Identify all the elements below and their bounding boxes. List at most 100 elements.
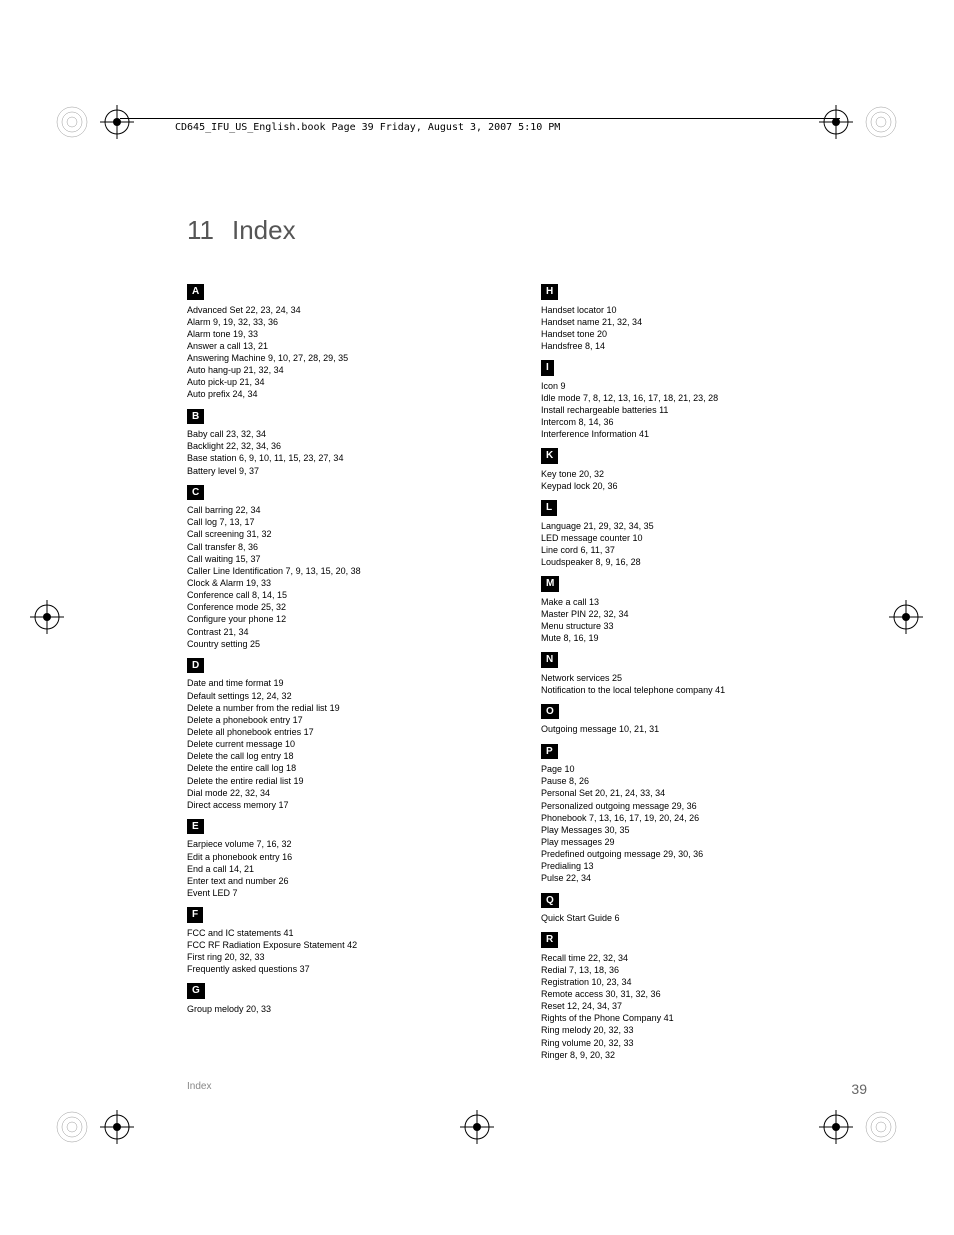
index-letter-r: R bbox=[541, 932, 558, 948]
index-entry: Play messages 29 bbox=[541, 836, 867, 848]
index-entry: Intercom 8, 14, 36 bbox=[541, 416, 867, 428]
index-entry: Icon 9 bbox=[541, 380, 867, 392]
index-entry: Ringer 8, 9, 20, 32 bbox=[541, 1049, 867, 1061]
header-rule bbox=[120, 118, 840, 119]
crop-mark-target-bottom-left bbox=[100, 1110, 135, 1150]
crop-mark-target-bottom-center bbox=[460, 1110, 495, 1150]
index-entry: Ring melody 20, 32, 33 bbox=[541, 1024, 867, 1036]
index-entry: Menu structure 33 bbox=[541, 620, 867, 632]
crop-mark-target-mid-left bbox=[30, 600, 65, 640]
index-entry: Rights of the Phone Company 41 bbox=[541, 1012, 867, 1024]
index-entry: Advanced Set 22, 23, 24, 34 bbox=[187, 304, 513, 316]
index-entry: Base station 6, 9, 10, 11, 15, 23, 27, 3… bbox=[187, 452, 513, 464]
index-entry: Loudspeaker 8, 9, 16, 28 bbox=[541, 556, 867, 568]
index-entry: Alarm 9, 19, 32, 33, 36 bbox=[187, 316, 513, 328]
index-letter-c: C bbox=[187, 485, 204, 501]
index-entry: Ring volume 20, 32, 33 bbox=[541, 1037, 867, 1049]
index-entry: Auto hang-up 21, 32, 34 bbox=[187, 364, 513, 376]
index-entry: Alarm tone 19, 33 bbox=[187, 328, 513, 340]
index-entry: Interference Information 41 bbox=[541, 428, 867, 440]
index-entry: Master PIN 22, 32, 34 bbox=[541, 608, 867, 620]
crop-mark-top-left bbox=[55, 105, 90, 145]
index-entry: Configure your phone 12 bbox=[187, 613, 513, 625]
index-entry: Delete a number from the redial list 19 bbox=[187, 702, 513, 714]
index-entry: Handset name 21, 32, 34 bbox=[541, 316, 867, 328]
index-letter-f: F bbox=[187, 907, 203, 923]
index-entry: Redial 7, 13, 18, 36 bbox=[541, 964, 867, 976]
index-entry: Delete current message 10 bbox=[187, 738, 513, 750]
index-entry: Delete a phonebook entry 17 bbox=[187, 714, 513, 726]
index-letter-a: A bbox=[187, 284, 204, 300]
index-entry: Handset tone 20 bbox=[541, 328, 867, 340]
index-letter-i: I bbox=[541, 360, 554, 376]
crop-mark-bottom-right bbox=[864, 1110, 899, 1150]
index-entry: Key tone 20, 32 bbox=[541, 468, 867, 480]
index-entry: End a call 14, 21 bbox=[187, 863, 513, 875]
index-entry: Frequently asked questions 37 bbox=[187, 963, 513, 975]
index-column-left: A Advanced Set 22, 23, 24, 34Alarm 9, 19,… bbox=[187, 276, 513, 1061]
index-entry: Earpiece volume 7, 16, 32 bbox=[187, 838, 513, 850]
index-letter-h: H bbox=[541, 284, 558, 300]
index-entry: Battery level 9, 37 bbox=[187, 465, 513, 477]
index-entry: Registration 10, 23, 34 bbox=[541, 976, 867, 988]
index-entry: Backlight 22, 32, 34, 36 bbox=[187, 440, 513, 452]
index-entry: Predefined outgoing message 29, 30, 36 bbox=[541, 848, 867, 860]
index-column-right: HHandset locator 10Handset name 21, 32, … bbox=[541, 276, 867, 1061]
index-entry: Direct access memory 17 bbox=[187, 799, 513, 811]
footer-label: Index bbox=[187, 1081, 211, 1097]
index-entry: Personalized outgoing message 29, 36 bbox=[541, 800, 867, 812]
index-entry: Personal Set 20, 21, 24, 33, 34 bbox=[541, 787, 867, 799]
index-entry: Call screening 31, 32 bbox=[187, 528, 513, 540]
index-entry: Call transfer 8, 36 bbox=[187, 541, 513, 553]
index-entry: FCC and IC statements 41 bbox=[187, 927, 513, 939]
chapter-number: 11 bbox=[187, 215, 232, 246]
index-entry: Auto pick-up 21, 34 bbox=[187, 376, 513, 388]
index-entry: Default settings 12, 24, 32 bbox=[187, 690, 513, 702]
index-entry: FCC RF Radiation Exposure Statement 42 bbox=[187, 939, 513, 951]
index-entry: Idle mode 7, 8, 12, 13, 16, 17, 18, 21, … bbox=[541, 392, 867, 404]
index-letter-g: G bbox=[187, 983, 205, 999]
index-letter-b: B bbox=[187, 409, 204, 425]
index-entry: Language 21, 29, 32, 34, 35 bbox=[541, 520, 867, 532]
crop-mark-target-mid-right bbox=[889, 600, 924, 640]
index-entry: Call log 7, 13, 17 bbox=[187, 516, 513, 528]
index-letter-m: M bbox=[541, 576, 559, 592]
index-entry: Edit a phonebook entry 16 bbox=[187, 851, 513, 863]
index-entry: Conference mode 25, 32 bbox=[187, 601, 513, 613]
index-entry: Answer a call 13, 21 bbox=[187, 340, 513, 352]
index-entry: Phonebook 7, 13, 16, 17, 19, 20, 24, 26 bbox=[541, 812, 867, 824]
index-entry: Remote access 30, 31, 32, 36 bbox=[541, 988, 867, 1000]
index-letter-e: E bbox=[187, 819, 204, 835]
crop-mark-bottom-left bbox=[55, 1110, 90, 1150]
index-entry: Auto prefix 24, 34 bbox=[187, 388, 513, 400]
index-entry: Answering Machine 9, 10, 27, 28, 29, 35 bbox=[187, 352, 513, 364]
index-entry: Clock & Alarm 19, 33 bbox=[187, 577, 513, 589]
index-entry: Pause 8, 26 bbox=[541, 775, 867, 787]
index-entry: Event LED 7 bbox=[187, 887, 513, 899]
index-entry: Caller Line Identification 7, 9, 13, 15,… bbox=[187, 565, 513, 577]
index-letter-d: D bbox=[187, 658, 204, 674]
index-entry: Recall time 22, 32, 34 bbox=[541, 952, 867, 964]
index-entry: Pulse 22, 34 bbox=[541, 872, 867, 884]
index-entry: Install rechargeable batteries 11 bbox=[541, 404, 867, 416]
index-entry: Call barring 22, 34 bbox=[187, 504, 513, 516]
index-entry: Dial mode 22, 32, 34 bbox=[187, 787, 513, 799]
index-entry: Reset 12, 24, 34, 37 bbox=[541, 1000, 867, 1012]
index-entry: Notification to the local telephone comp… bbox=[541, 684, 867, 696]
index-entry: Play Messages 30, 35 bbox=[541, 824, 867, 836]
index-entry: Line cord 6, 11, 37 bbox=[541, 544, 867, 556]
index-entry: Call waiting 15, 37 bbox=[187, 553, 513, 565]
crop-mark-target-top-left bbox=[100, 105, 135, 145]
index-entry: Contrast 21, 34 bbox=[187, 626, 513, 638]
index-letter-q: Q bbox=[541, 893, 559, 909]
index-entry: Baby call 23, 32, 34 bbox=[187, 428, 513, 440]
crop-mark-target-top-right bbox=[819, 105, 854, 145]
index-entry: Delete the call log entry 18 bbox=[187, 750, 513, 762]
page-number: 39 bbox=[851, 1081, 867, 1097]
index-entry: First ring 20, 32, 33 bbox=[187, 951, 513, 963]
index-entry: Predialing 13 bbox=[541, 860, 867, 872]
index-entry: Outgoing message 10, 21, 31 bbox=[541, 723, 867, 735]
index-entry: Date and time format 19 bbox=[187, 677, 513, 689]
index-entry: Keypad lock 20, 36 bbox=[541, 480, 867, 492]
index-entry: Delete all phonebook entries 17 bbox=[187, 726, 513, 738]
